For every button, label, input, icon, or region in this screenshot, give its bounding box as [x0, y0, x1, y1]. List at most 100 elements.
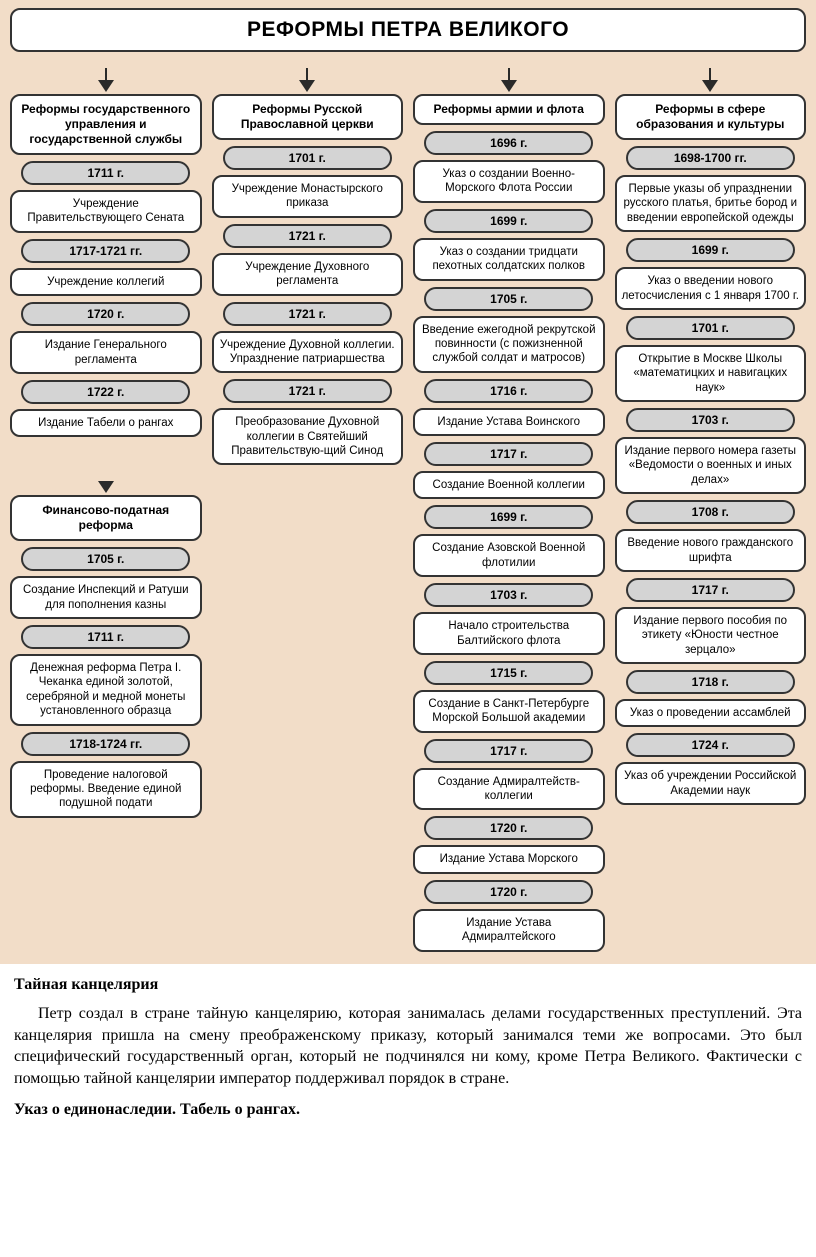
date-pill: 1705 г. [424, 287, 593, 311]
category-head: Реформы Русской Православной церкви [212, 94, 404, 140]
arrow-connector [702, 68, 718, 94]
item: 1724 г. Указ об учреждении Российской Ак… [615, 727, 807, 805]
desc-box: Указ о проведении ассамблей [615, 699, 807, 727]
body-text-section: Тайная канцелярия Петр создал в стране т… [0, 964, 816, 1140]
date-pill: 1699 г. [626, 238, 795, 262]
desc-box: Издание первого пособия по этикету «Юнос… [615, 607, 807, 664]
desc-box: Создание в Санкт-Петербурге Морской Боль… [413, 690, 605, 733]
date-pill: 1716 г. [424, 379, 593, 403]
column-culture: Реформы в сфере образования и культуры 1… [615, 68, 807, 805]
desc-box: Издание Генерального регламента [10, 331, 202, 374]
item: 1721 г. Учреждение Духовной коллегии. Уп… [212, 296, 404, 374]
item: 1698-1700 гг. Первые указы об упразднени… [615, 140, 807, 232]
date-pill: 1721 г. [223, 302, 392, 326]
date-pill: 1703 г. [626, 408, 795, 432]
desc-box: Издание Устава Адмиралтейского [413, 909, 605, 952]
desc-box: Издание Табели о рангах [10, 409, 202, 437]
desc-box: Открытие в Москве Школы «математицких и … [615, 345, 807, 402]
desc-box: Учреждение Духовного регламента [212, 253, 404, 296]
item: 1721 г. Учреждение Духовного регламента [212, 218, 404, 296]
columns-row: Реформы государственного управления и го… [10, 68, 806, 952]
date-pill: 1699 г. [424, 505, 593, 529]
body-heading-2: Указ о единонаследии. Табель о рангах. [14, 1099, 802, 1121]
item: 1720 г. Издание Устава Адмиралтейского [413, 874, 605, 952]
date-pill: 1717 г. [424, 739, 593, 763]
desc-box: Создание Инспекций и Ратуши для пополнен… [10, 576, 202, 619]
item: 1699 г. Создание Азовской Военной флотил… [413, 499, 605, 577]
item: 1701 г. Учреждение Монастырского приказа [212, 140, 404, 218]
date-pill: 1721 г. [223, 379, 392, 403]
item: 1722 г. Издание Табели о рангах [10, 374, 202, 437]
item: 1711 г. Учреждение Правительствующего Се… [10, 155, 202, 233]
date-pill: 1696 г. [424, 131, 593, 155]
desc-box: Проведение налоговой реформы. Введение е… [10, 761, 202, 818]
date-pill: 1708 г. [626, 500, 795, 524]
item: 1715 г. Создание в Санкт-Петербурге Морс… [413, 655, 605, 733]
date-pill: 1698-1700 гг. [626, 146, 795, 170]
desc-box: Преобразование Духовной коллегии в Святе… [212, 408, 404, 465]
date-pill: 1715 г. [424, 661, 593, 685]
item: 1696 г. Указ о создании Военно-Морского … [413, 125, 605, 203]
item: 1717 г. Создание Адмиралтейств-коллегии [413, 733, 605, 811]
item: 1718 г. Указ о проведении ассамблей [615, 664, 807, 727]
diagram-container: РЕФОРМЫ ПЕТРА ВЕЛИКОГО Реформы государст… [0, 0, 816, 964]
item: 1699 г. Указ о создании тридцати пехотны… [413, 203, 605, 281]
column-army: Реформы армии и флота 1696 г. Указ о соз… [413, 68, 605, 952]
desc-box: Указ об учреждении Российской Академии н… [615, 762, 807, 805]
desc-box: Издание Устава Воинского [413, 408, 605, 436]
desc-box: Денежная реформа Петра I. Чеканка единой… [10, 654, 202, 726]
arrow-connector [501, 68, 517, 94]
arrow-connector [299, 68, 315, 94]
date-pill: 1717 г. [424, 442, 593, 466]
item: 1705 г. Создание Инспекций и Ратуши для … [10, 541, 202, 619]
desc-box: Создание Военной коллегии [413, 471, 605, 499]
item: 1720 г. Издание Устава Морского [413, 810, 605, 873]
date-pill: 1701 г. [626, 316, 795, 340]
date-pill: 1718 г. [626, 670, 795, 694]
date-pill: 1720 г. [424, 880, 593, 904]
item: 1718-1724 гг. Проведение налоговой рефор… [10, 726, 202, 818]
item: 1703 г. Издание первого номера газеты «В… [615, 402, 807, 494]
desc-box: Издание первого номера газеты «Ведомости… [615, 437, 807, 494]
desc-box: Указ о введении нового летосчисления с 1… [615, 267, 807, 310]
date-pill: 1720 г. [424, 816, 593, 840]
item: 1705 г. Введение ежегодной рекрутской по… [413, 281, 605, 373]
desc-box: Указ о создании тридцати пехотных солдат… [413, 238, 605, 281]
date-pill: 1699 г. [424, 209, 593, 233]
item: 1708 г. Введение нового гражданского шри… [615, 494, 807, 572]
desc-box: Учреждение Монастырского приказа [212, 175, 404, 218]
date-pill: 1711 г. [21, 161, 190, 185]
category-head: Реформы государственного управления и го… [10, 94, 202, 155]
item: 1703 г. Начало строительства Балтийского… [413, 577, 605, 655]
desc-box: Учреждение Духовной коллегии. Упразднени… [212, 331, 404, 374]
category-head-sub: Финансово-податная реформа [10, 495, 202, 541]
date-pill: 1722 г. [21, 380, 190, 404]
main-title-box: РЕФОРМЫ ПЕТРА ВЕЛИКОГО [10, 8, 806, 52]
item: 1717 г. Создание Военной коллегии [413, 436, 605, 499]
arrow-connector [98, 481, 114, 495]
date-pill: 1721 г. [223, 224, 392, 248]
item: 1717 г. Издание первого пособия по этике… [615, 572, 807, 664]
item: 1721 г. Преобразование Духовной коллегии… [212, 373, 404, 465]
desc-box: Создание Азовской Военной флотилии [413, 534, 605, 577]
date-pill: 1724 г. [626, 733, 795, 757]
item: 1701 г. Открытие в Москве Школы «математ… [615, 310, 807, 402]
desc-box: Указ о создании Военно-Морского Флота Ро… [413, 160, 605, 203]
item: 1699 г. Указ о введении нового летосчисл… [615, 232, 807, 310]
date-pill: 1718-1724 гг. [21, 732, 190, 756]
date-pill: 1703 г. [424, 583, 593, 607]
date-pill: 1717 г. [626, 578, 795, 602]
desc-box: Создание Адмиралтейств-коллегии [413, 768, 605, 811]
date-pill: 1717-1721 гг. [21, 239, 190, 263]
date-pill: 1720 г. [21, 302, 190, 326]
desc-box: Учреждение коллегий [10, 268, 202, 296]
date-pill: 1711 г. [21, 625, 190, 649]
arrow-connector [98, 68, 114, 94]
desc-box: Первые указы об упразднении русского пла… [615, 175, 807, 232]
category-head: Реформы в сфере образования и культуры [615, 94, 807, 140]
column-church: Реформы Русской Православной церкви 1701… [212, 68, 404, 465]
desc-box: Введение ежегодной рекрутской повинности… [413, 316, 605, 373]
desc-box: Учреждение Правительствующего Сената [10, 190, 202, 233]
desc-box: Начало строительства Балтийского флота [413, 612, 605, 655]
column-government: Реформы государственного управления и го… [10, 68, 202, 818]
